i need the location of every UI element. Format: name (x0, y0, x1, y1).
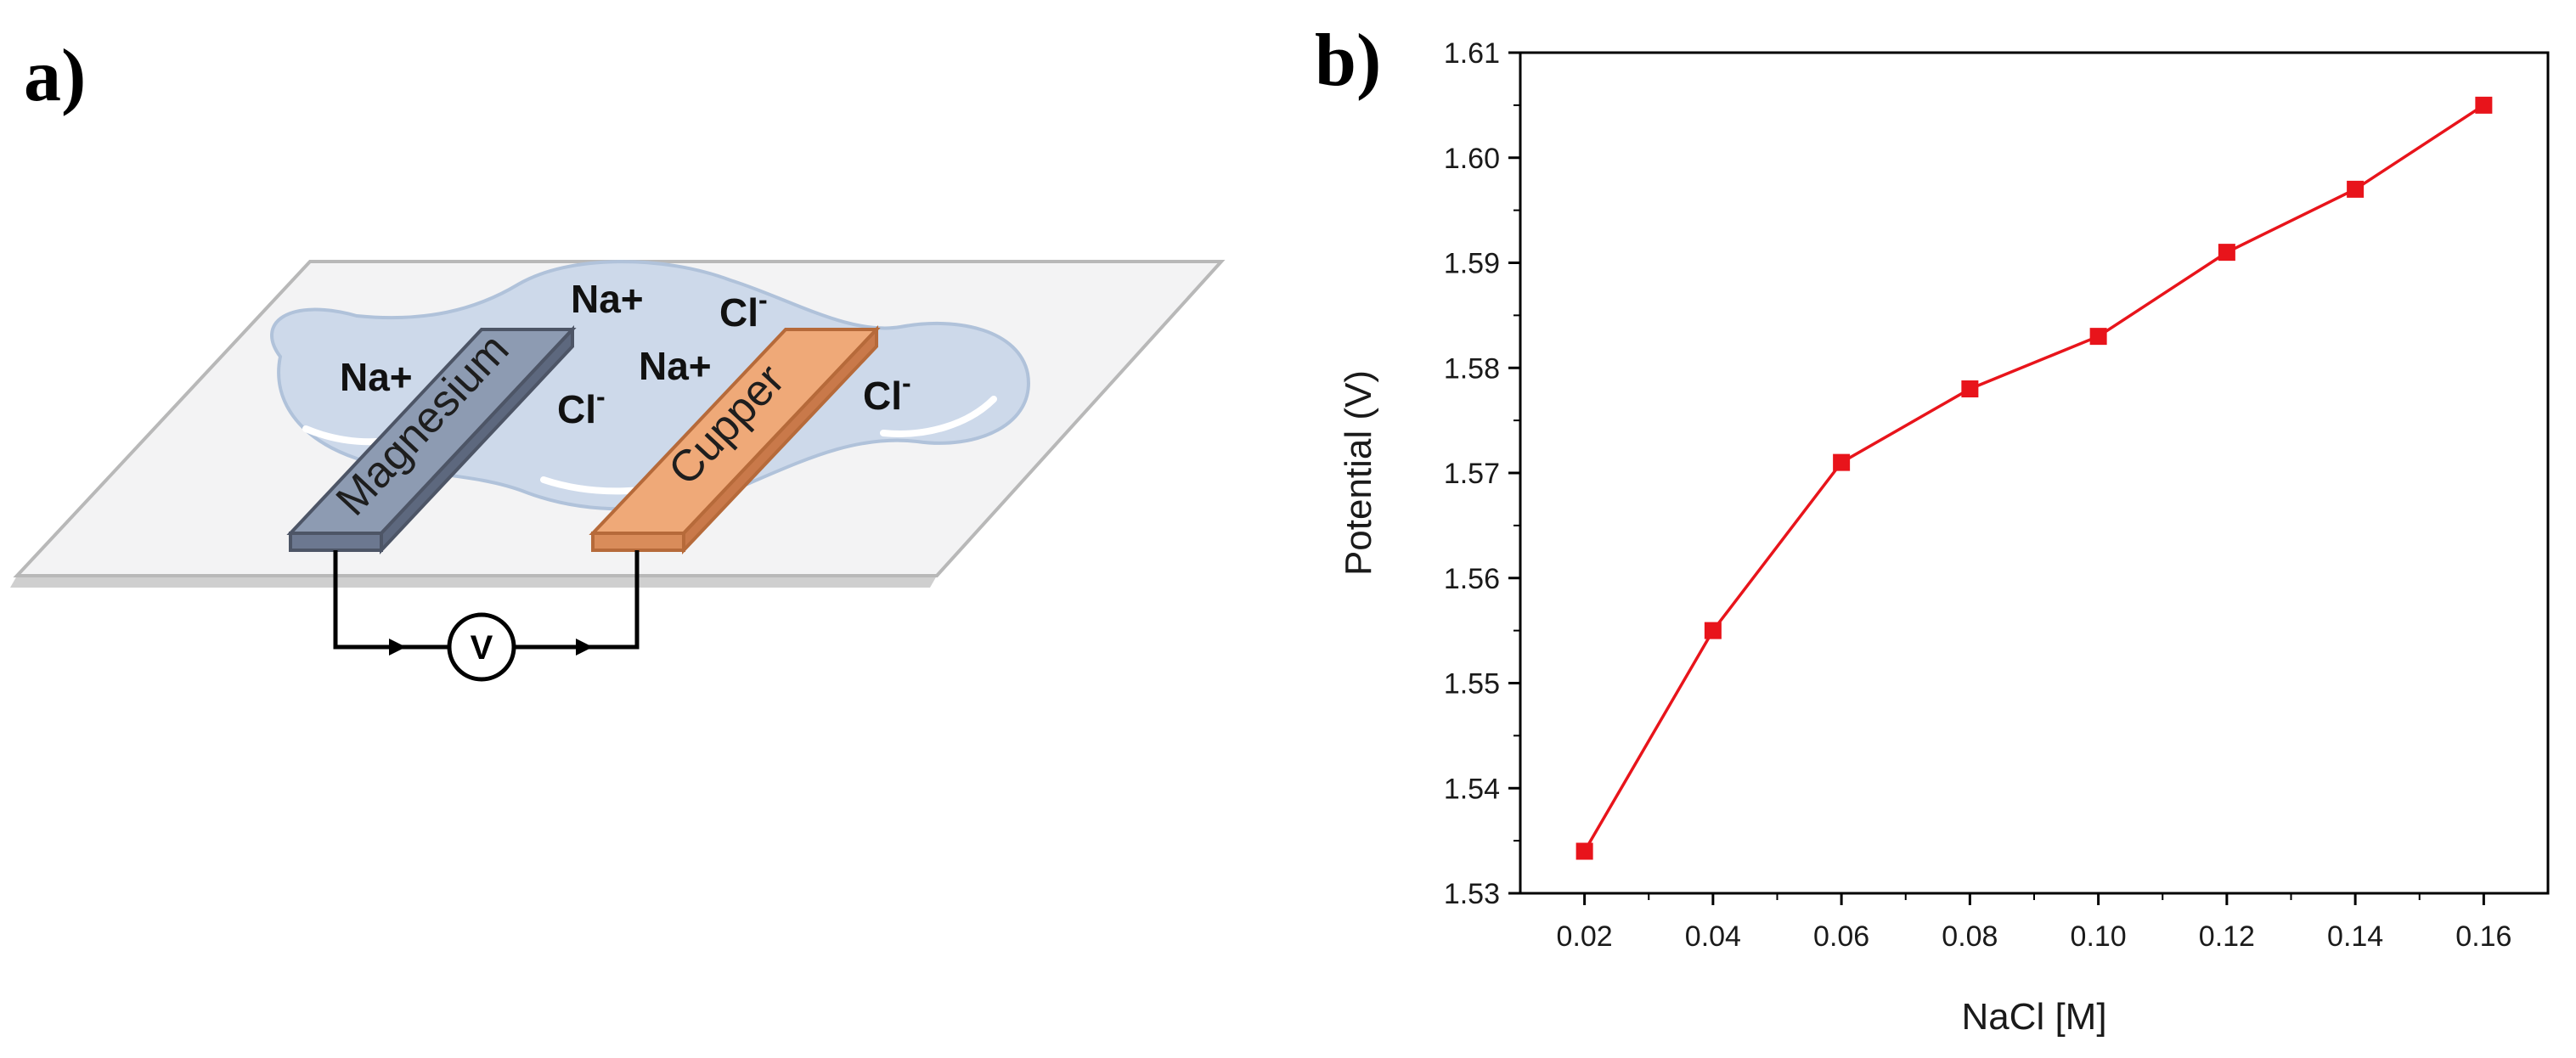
x-axis-title: NaCl [M] (1961, 996, 2106, 1038)
current-arrow-right (576, 639, 593, 656)
ion-sodium: Na+ (571, 277, 644, 321)
y-tick-label: 1.55 (1444, 668, 1500, 701)
ion-chloride: Cl- (863, 368, 911, 418)
y-tick-label: 1.53 (1444, 878, 1500, 910)
ion-sodium: Na+ (639, 344, 712, 388)
chart-axes: 0.02 0.04 0.06 0.08 0.10 0.12 0.14 0.16 1.53 1.54… (1444, 37, 2550, 953)
data-point (2089, 328, 2107, 346)
y-tick-label: 1.58 (1444, 352, 1500, 385)
x-tick-label: 0.10 (2071, 920, 2127, 953)
x-tick-label: 0.08 (1942, 920, 1998, 953)
y-tick-label: 1.61 (1444, 37, 1500, 70)
ion-chloride: Cl- (719, 284, 768, 335)
x-tick-label: 0.12 (2199, 920, 2255, 953)
y-axis-title: Potential (V) (1338, 370, 1379, 576)
y-tick-label: 1.57 (1444, 458, 1500, 490)
data-point (1704, 622, 1722, 639)
magnesium-electrode-front (289, 532, 383, 552)
y-tick-label: 1.54 (1444, 773, 1500, 805)
magnesium-electrode-side (380, 324, 574, 555)
ion-chloride: Cl- (557, 381, 606, 431)
x-tick-label: 0.04 (1685, 920, 1741, 953)
x-tick-label: 0.16 (2455, 920, 2511, 953)
x-tick-label: 0.14 (2327, 920, 2383, 953)
data-point (1961, 380, 1979, 397)
voltmeter-label: V (471, 629, 493, 667)
voltmeter (447, 612, 516, 682)
panel-a-label: a) (24, 35, 86, 117)
current-arrow-left (389, 639, 406, 656)
data-point (1833, 453, 1851, 471)
data-point (2475, 96, 2493, 114)
y-tick-label: 1.56 (1444, 563, 1500, 595)
data-point (2347, 180, 2365, 198)
plate-edge (10, 576, 937, 588)
y-tick-label: 1.59 (1444, 248, 1500, 280)
circuit-wire-left (333, 550, 448, 650)
x-tick-label: 0.02 (1557, 920, 1613, 953)
plot-frame (1519, 51, 2550, 895)
y-tick-label: 1.60 (1444, 143, 1500, 175)
panel-b-label: b) (1315, 20, 1381, 102)
panel-b-chart: b) 0.02 0.04 0.06 0.08 0.10 0.12 0.14 0.16 1.53 1… (1315, 20, 2550, 1038)
data-point (1575, 842, 1593, 860)
puddle-highlight (880, 396, 997, 437)
ion-sodium: Na+ (340, 355, 413, 399)
panel-a-schematic: a) Magnesium Cupper Na+ Na+ Na+ Cl- Cl- … (10, 35, 1226, 682)
series-line (1583, 104, 2485, 853)
circuit-wire-right (515, 550, 640, 650)
copper-electrode-front (591, 532, 685, 552)
x-tick-label: 0.06 (1813, 920, 1869, 953)
data-point (2218, 244, 2235, 262)
chart-series (1575, 96, 2493, 860)
copper-electrode-side (682, 324, 878, 555)
